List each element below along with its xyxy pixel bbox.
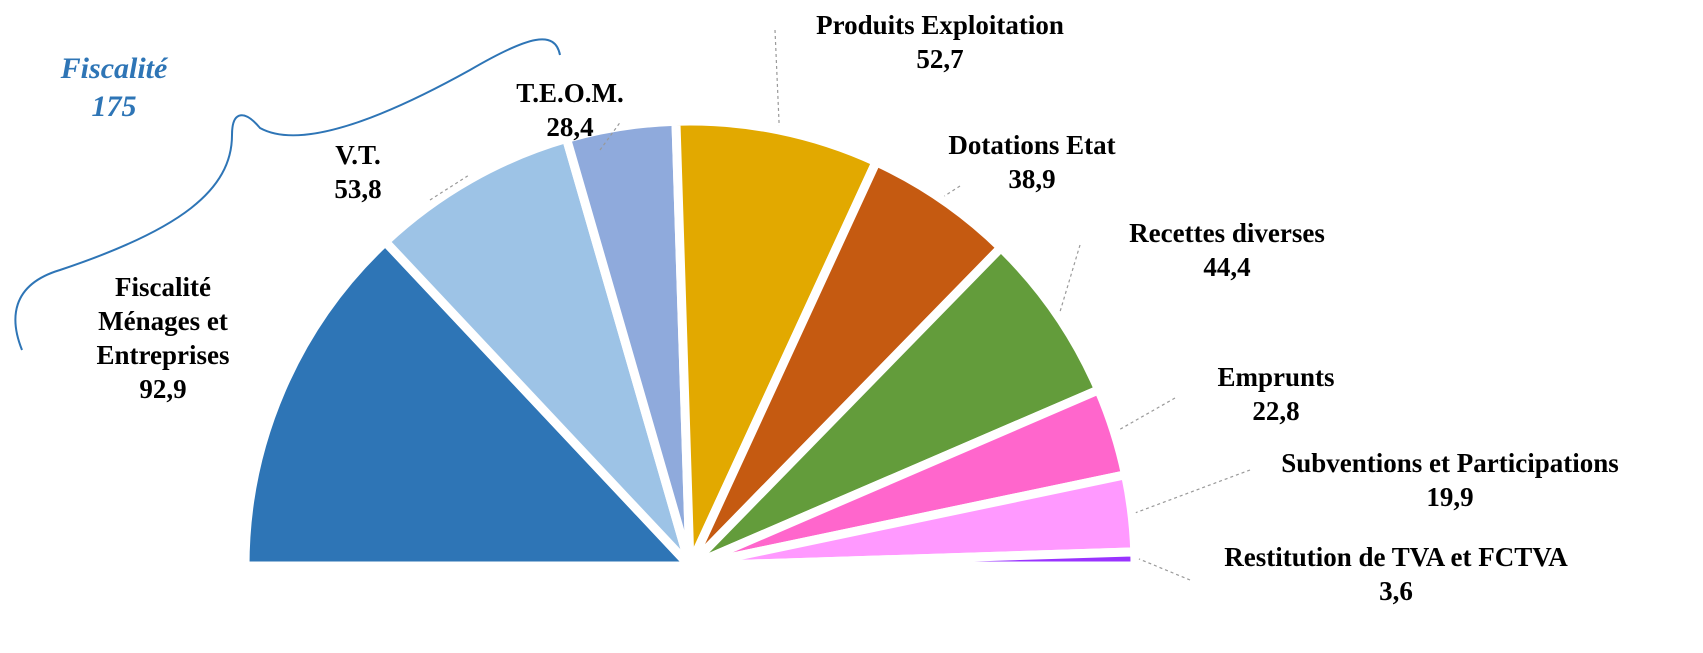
slice xyxy=(671,116,881,571)
slice-label: V.T. 53,8 xyxy=(334,138,381,206)
annotation: Fiscalité 175 xyxy=(61,50,168,126)
category-label: Recettes diverses xyxy=(1129,218,1325,248)
slice-label: Subventions et Participations 19,9 xyxy=(1281,446,1619,514)
slice-label: Recettes diverses 44,4 xyxy=(1129,216,1325,284)
slice-label: Restitution de TVA et FCTVA 3,6 xyxy=(1224,540,1568,608)
leader-line xyxy=(1138,558,1191,581)
category-label: Restitution de TVA et FCTVA xyxy=(1224,542,1568,572)
annotation-value: 175 xyxy=(91,90,137,123)
slice-label: Produits Exploitation 52,7 xyxy=(816,8,1064,76)
value-label: 28,4 xyxy=(546,112,594,142)
category-label: Dotations Etat xyxy=(948,130,1116,160)
leader-line xyxy=(1117,397,1176,431)
slice-label: T.E.O.M. 28,4 xyxy=(516,76,624,144)
leader-line xyxy=(1135,469,1251,514)
slice-label: Dotations Etat 38,9 xyxy=(948,128,1115,196)
value-label: 19,9 xyxy=(1426,482,1474,512)
value-label: 92,9 xyxy=(139,374,187,404)
value-label: 3,6 xyxy=(1379,576,1413,606)
value-label: 52,7 xyxy=(916,44,964,74)
value-label: 53,8 xyxy=(334,174,382,204)
slice xyxy=(380,133,695,571)
category-label: Fiscalité Ménages et Entreprises xyxy=(96,272,230,370)
leader-line xyxy=(774,29,780,126)
brace xyxy=(14,38,561,351)
annotation-label: Fiscalité xyxy=(60,52,168,85)
category-label: Produits Exploitation xyxy=(816,10,1064,40)
category-label: Subventions et Participations xyxy=(1281,448,1619,478)
slice-label: Emprunts 22,8 xyxy=(1217,360,1334,428)
slice xyxy=(240,237,695,571)
value-label: 38,9 xyxy=(1008,164,1056,194)
category-label: V.T. xyxy=(335,140,381,170)
leader-line xyxy=(429,175,469,201)
category-label: Emprunts xyxy=(1217,362,1335,392)
leader-line xyxy=(1059,244,1081,312)
category-label: T.E.O.M. xyxy=(516,78,624,108)
slice-label: Fiscalité Ménages et Entreprises 92,9 xyxy=(68,270,258,406)
slice xyxy=(685,243,1104,571)
value-label: 44,4 xyxy=(1203,252,1251,282)
slice xyxy=(685,547,1140,571)
value-label: 22,8 xyxy=(1252,396,1300,426)
